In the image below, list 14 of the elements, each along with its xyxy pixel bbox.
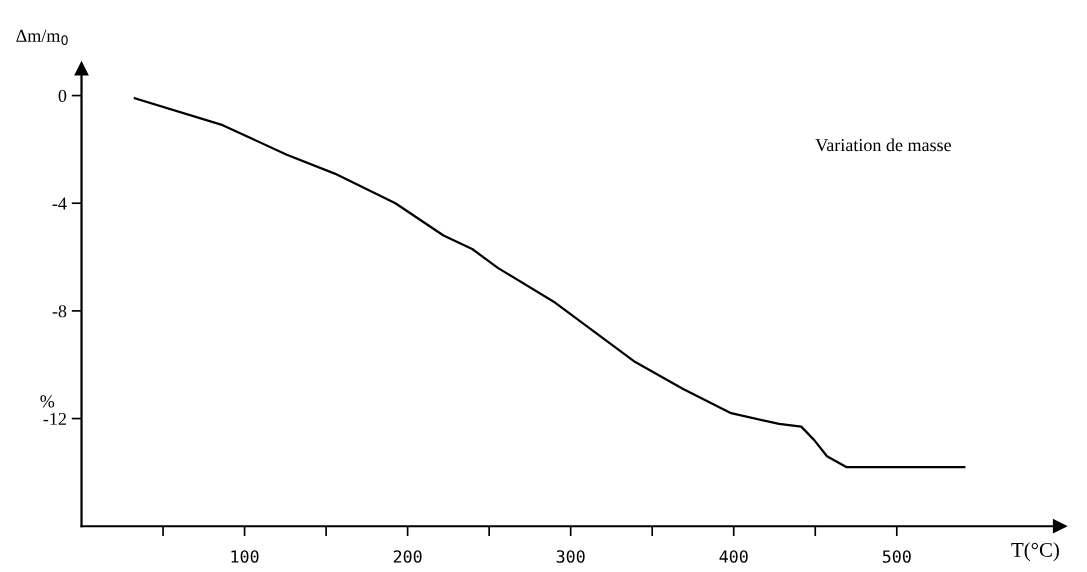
y-axis-title: Δm/m$_{0}$ bbox=[16, 29, 68, 45]
y-tick-label: 0 bbox=[58, 89, 67, 102]
x-tick-label: 300 bbox=[556, 550, 585, 563]
text: % bbox=[40, 395, 55, 408]
y-tick-label: -4 bbox=[52, 197, 67, 210]
x-tick-label: 500 bbox=[882, 550, 911, 563]
x-tick-label: 100 bbox=[231, 550, 259, 563]
y-tick-label: -8 bbox=[52, 305, 67, 318]
x-tick-label: 200 bbox=[393, 550, 422, 563]
annotation: Variation de masse bbox=[815, 138, 951, 152]
x-tick-label: 400 bbox=[719, 550, 748, 563]
line-series bbox=[133, 97, 966, 469]
x-axis-title: T(°C) bbox=[1011, 542, 1059, 562]
y-tick-label: -12 bbox=[43, 412, 66, 425]
